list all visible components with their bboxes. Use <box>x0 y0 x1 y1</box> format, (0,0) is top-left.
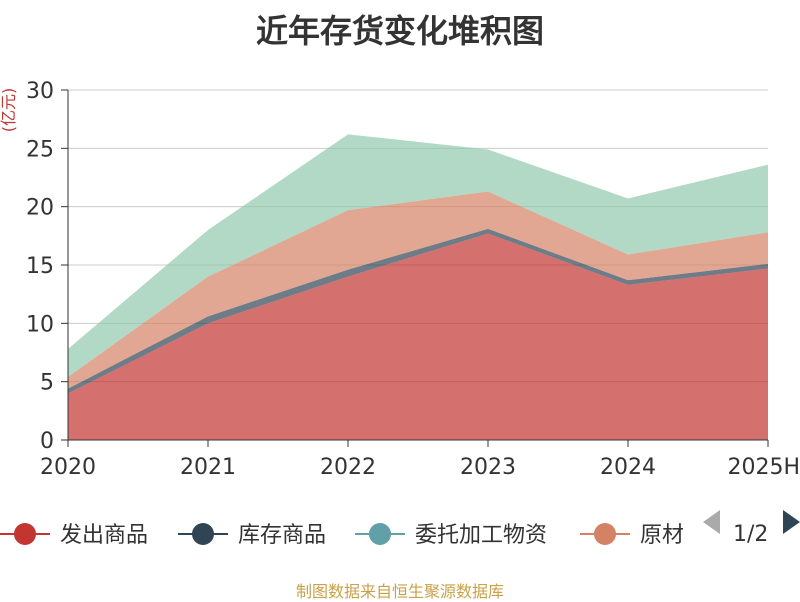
axes: 0 5 10 15 20 25 30 2020 2021 2022 2023 2024 2025H <box>26 79 800 480</box>
y-tick-label: 0 <box>40 429 54 454</box>
legend-item[interactable]: 库存商品 <box>178 523 326 548</box>
x-tick-label: 2023 <box>460 455 516 480</box>
legend-marker <box>192 523 214 545</box>
y-tick-label: 20 <box>26 196 54 221</box>
legend-marker <box>14 523 36 545</box>
legend: 发出商品 库存商品 委托加工物资 原材料 <box>0 523 706 548</box>
x-tick-label: 2025H <box>727 455 800 480</box>
x-tick-label: 2022 <box>320 455 376 480</box>
area-series-layer <box>68 134 768 440</box>
legend-label: 发出商品 <box>60 523 148 548</box>
y-tick-label: 10 <box>26 312 54 337</box>
legend-item[interactable]: 发出商品 <box>0 523 148 548</box>
x-tick-label: 2020 <box>40 455 96 480</box>
area-series-1 <box>68 228 768 394</box>
legend-next-icon[interactable] <box>783 510 800 534</box>
legend-label: 库存商品 <box>238 523 326 548</box>
y-axis-unit-label: (亿元) <box>0 88 18 133</box>
area-series-0 <box>68 233 768 440</box>
legend-item[interactable]: 委托加工物资 <box>355 523 547 548</box>
y-tick-label: 25 <box>26 137 54 162</box>
legend-label: 原材料 <box>640 523 706 548</box>
y-tick-label: 15 <box>26 254 54 279</box>
area-series-3 <box>68 191 768 389</box>
legend-prev-icon[interactable] <box>703 510 720 534</box>
legend-label: 委托加工物资 <box>415 523 547 548</box>
legend-marker <box>369 523 391 545</box>
x-tick-label: 2021 <box>180 455 236 480</box>
legend-pager: 1/2 <box>703 510 800 547</box>
legend-marker <box>594 523 616 545</box>
data-source-note: 制图数据来自恒生聚源数据库 <box>295 582 504 601</box>
y-tick-label: 30 <box>26 79 54 104</box>
chart-title: 近年存货变化堆积图 <box>255 12 544 50</box>
y-tick-label: 5 <box>40 371 54 396</box>
x-tick-label: 2024 <box>600 455 656 480</box>
legend-item[interactable]: 原材料 <box>580 523 706 548</box>
area-series-4 <box>68 134 768 377</box>
legend-page-indicator: 1/2 <box>733 522 768 547</box>
